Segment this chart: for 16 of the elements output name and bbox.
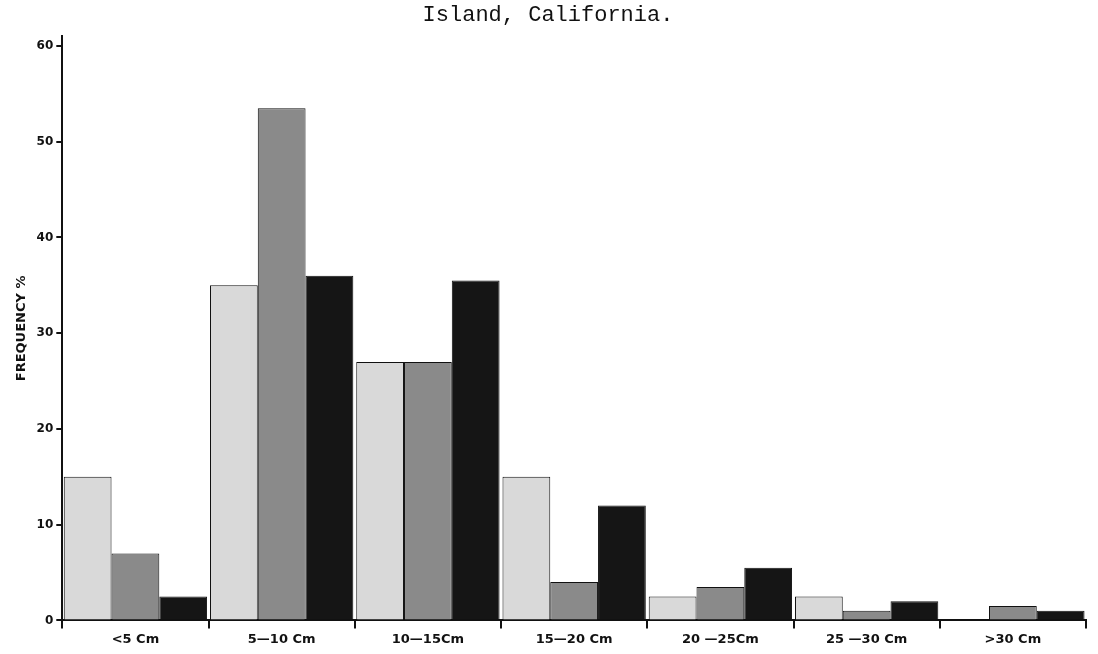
x-tick-label: 15—20 Cm (535, 630, 613, 646)
y-tick-label: 40 (36, 229, 54, 244)
y-tick-label: 20 (36, 421, 54, 436)
x-tick-label: 5—10 Cm (247, 630, 316, 646)
x-tick-label: 10—15Cm (391, 630, 465, 646)
chart-title: Island, California. (422, 3, 674, 29)
x-tick-label: >30 Cm (984, 630, 1042, 646)
y-axis-title: FREQUENCY % (13, 275, 29, 382)
y-tick-label: 30 (36, 325, 54, 340)
x-tick-label: 25 —30 Cm (825, 630, 908, 646)
y-tick-label: 0 (44, 612, 54, 627)
y-tick-label: 60 (36, 38, 54, 53)
x-tick-label: 20 —25Cm (681, 630, 759, 646)
y-tick-label: 10 (36, 516, 54, 531)
y-tick-label: 50 (36, 133, 54, 148)
x-tick-label: <5 Cm (111, 630, 160, 646)
